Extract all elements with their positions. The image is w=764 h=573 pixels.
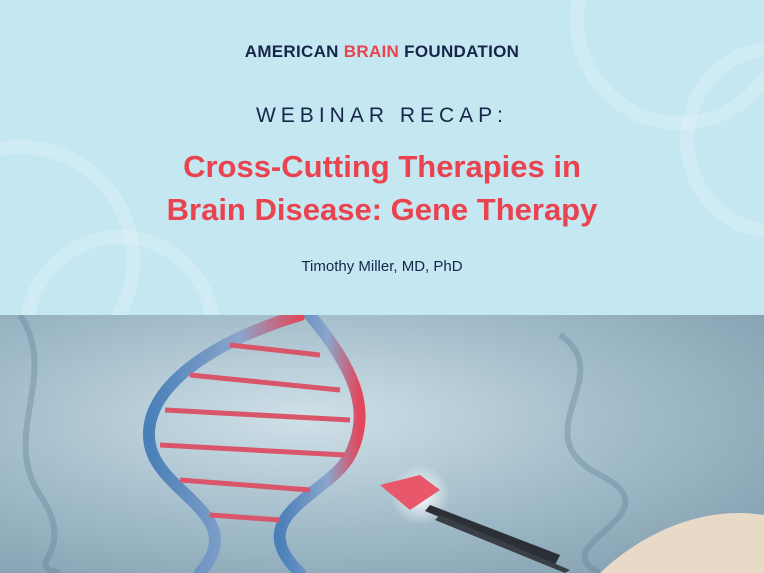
tweezers-icon (425, 505, 570, 573)
page-title: Cross-Cutting Therapies in Brain Disease:… (166, 149, 598, 227)
dna-illustration (0, 315, 764, 573)
kicker: WEBINAR RECAP: (255, 104, 509, 127)
author: Timothy Miller, MD, PhD (301, 258, 463, 275)
background-helix (17, 315, 629, 573)
org-logo: AMERICAN BRAIN FOUNDATION (244, 42, 520, 61)
dna-helix (142, 315, 366, 573)
dna-fragment (380, 475, 440, 510)
header-panel: AMERICAN BRAIN FOUNDATION WEBINAR RECAP:… (0, 0, 764, 315)
dna-rungs (159, 342, 351, 523)
gloved-hand (600, 513, 764, 573)
